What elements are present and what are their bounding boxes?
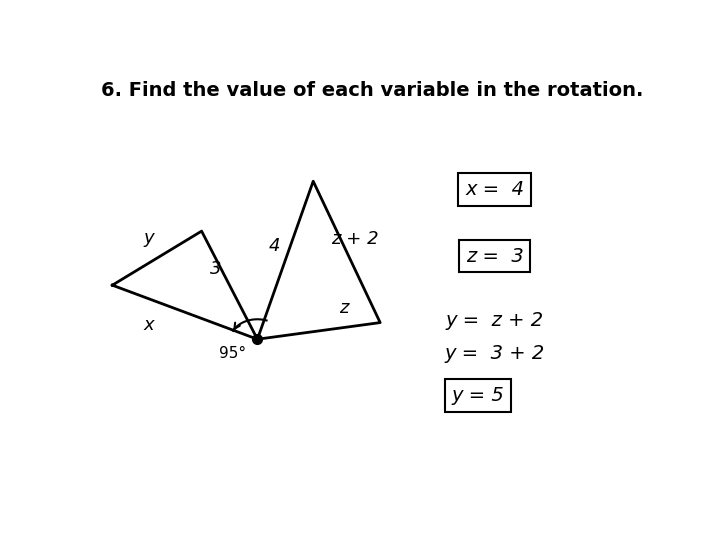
Text: y = 5: y = 5 xyxy=(451,386,504,405)
Text: 6. Find the value of each variable in the rotation.: 6. Find the value of each variable in th… xyxy=(101,82,644,100)
Text: y =  z + 2: y = z + 2 xyxy=(446,311,544,330)
Text: 3: 3 xyxy=(210,260,221,278)
Text: z: z xyxy=(339,299,348,317)
Text: x =  4: x = 4 xyxy=(465,180,524,199)
Text: z =  3: z = 3 xyxy=(466,247,523,266)
Text: z + 2: z + 2 xyxy=(331,231,379,248)
Text: 95°: 95° xyxy=(219,346,246,361)
Text: x: x xyxy=(143,316,154,334)
Text: y: y xyxy=(143,229,154,247)
Text: 4: 4 xyxy=(269,237,280,255)
Text: y =  3 + 2: y = 3 + 2 xyxy=(444,345,544,363)
